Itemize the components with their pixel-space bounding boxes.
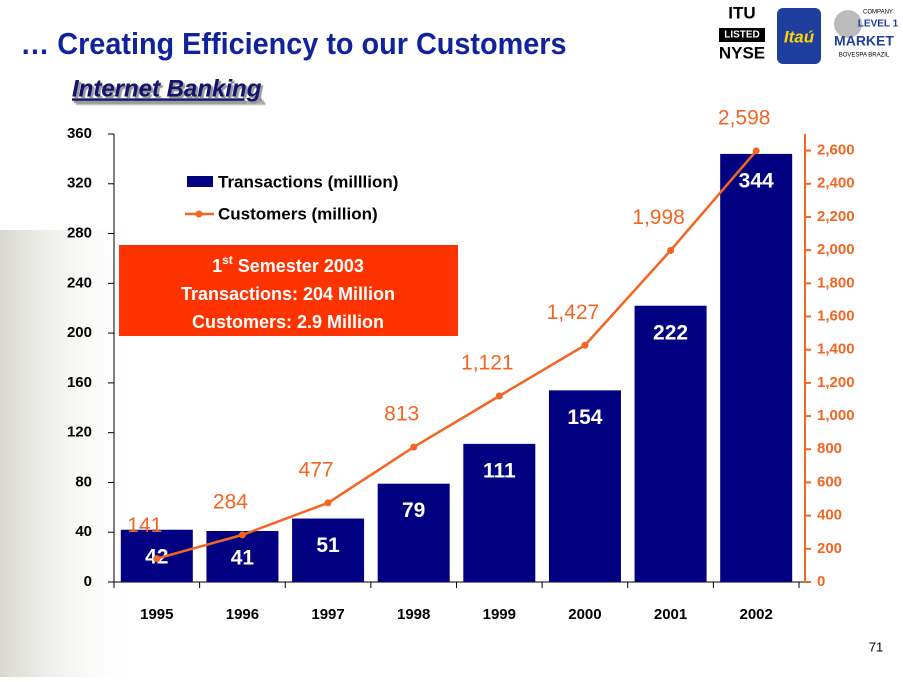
- line-label: 813: [384, 403, 419, 426]
- line-label: 284: [213, 490, 248, 513]
- y2-tick-label: 600: [817, 473, 842, 490]
- line-label: 1,998: [632, 206, 685, 229]
- logo-globe: [834, 10, 862, 38]
- line-point: [324, 499, 332, 507]
- line-point: [238, 531, 246, 539]
- bar-label: 344: [739, 169, 774, 192]
- line-point: [495, 392, 503, 400]
- y2-tick-label: 800: [817, 440, 842, 457]
- annotation-box: [119, 245, 458, 336]
- legend-swatch: [195, 210, 203, 218]
- legend-label: Transactions (milllion): [218, 172, 398, 191]
- y2-tick-label: 1,600: [817, 307, 855, 324]
- y2-tick-label: 1,200: [817, 374, 855, 391]
- logo-box: [719, 28, 765, 42]
- line-label: 141: [127, 514, 162, 537]
- legend-swatch: [187, 176, 213, 187]
- line-label: 2,598: [718, 106, 771, 129]
- y2-tick-label: 2,600: [817, 142, 855, 159]
- x-tick-label: 1997: [311, 606, 344, 623]
- y-tick-label: 0: [84, 573, 92, 590]
- x-tick-label: 2002: [740, 606, 773, 623]
- line: [156, 150, 758, 560]
- y-tick-label: 320: [67, 175, 92, 192]
- bar: [720, 153, 793, 582]
- y2-tick-label: 2,400: [817, 175, 855, 192]
- y-tick-label: 200: [67, 324, 92, 341]
- y2-tick-label: 0: [817, 573, 825, 590]
- y2-tick-label: 1,400: [817, 341, 855, 358]
- bar-label: 154: [567, 406, 602, 429]
- bar-label: 111: [483, 459, 516, 482]
- legend: Transactions (milllion) Customers (millio…: [185, 172, 398, 223]
- line-point: [153, 555, 161, 563]
- logo-text: NYSE: [719, 43, 765, 62]
- logo-text: MARKET: [834, 33, 894, 49]
- y2-tick-label: 1,800: [817, 274, 855, 291]
- bar: [377, 483, 450, 582]
- logo-box: [777, 8, 821, 64]
- y-tick-label: 360: [67, 125, 92, 142]
- y-tick-label: 80: [75, 473, 92, 490]
- legend-label: Customers (million): [218, 204, 378, 223]
- line-point: [752, 147, 760, 155]
- logo-text: COMPANY: [863, 10, 893, 16]
- bar-label: 51: [316, 534, 340, 557]
- x-tick-label: 2001: [654, 606, 687, 623]
- y2-tick-label: 2,200: [817, 208, 855, 225]
- bar: [292, 518, 365, 582]
- y-tick-label: 240: [67, 274, 92, 291]
- annotation-text: st: [222, 253, 233, 267]
- logo-text: LEVEL 1: [858, 19, 899, 30]
- annotation: 1st Semester 2003 Transactions: 204 Millio…: [119, 245, 458, 336]
- bar-label: 222: [653, 321, 688, 344]
- bar-label: 41: [231, 547, 255, 570]
- logos: ITU LISTED NYSE Itaú COMPANY LEVEL 1 MAR…: [719, 3, 899, 64]
- bar-label: 79: [402, 499, 425, 522]
- x-tick-label: 1996: [226, 606, 259, 623]
- annotation-text: Semester 2003: [238, 256, 364, 276]
- y-tick-label: 40: [75, 523, 92, 540]
- y-tick-label: 120: [67, 424, 92, 441]
- line-label: 477: [299, 458, 334, 481]
- annotation-text: 1: [212, 256, 222, 276]
- background-image: [0, 230, 140, 677]
- annotation-text: 1st Semester 2003: [212, 253, 364, 276]
- x-tick-label: 1999: [483, 606, 516, 623]
- y2-tick-label: 200: [817, 540, 842, 557]
- y2-tick-label: 1,000: [817, 407, 855, 424]
- bar: [634, 305, 707, 582]
- logo-text: LISTED: [724, 30, 760, 41]
- x-tick-label: 2000: [568, 606, 601, 623]
- annotation-text: Transactions: 204 Million: [181, 284, 395, 304]
- line-label: 1,427: [547, 301, 600, 324]
- bar: [548, 390, 621, 582]
- line-point: [667, 246, 675, 254]
- line-point: [581, 341, 589, 349]
- y-tick-label: 160: [67, 374, 92, 391]
- bar: [206, 530, 279, 582]
- annotation-text: Customers: 2.9 Million: [192, 312, 384, 332]
- subtitle: Internet Banking: [72, 75, 262, 102]
- y-tick-label: 280: [67, 225, 92, 242]
- line-point: [410, 443, 418, 451]
- y2-tick-label: 400: [817, 507, 842, 524]
- title: … Creating Efficiency to our Customers: [20, 27, 566, 61]
- y2-tick-label: 2,000: [817, 241, 855, 258]
- logo-text: BOVESPA BRAZIL: [839, 53, 890, 59]
- logo-text: Itaú: [784, 27, 815, 46]
- page-number: 71: [869, 639, 883, 654]
- x-tick-label: 1998: [397, 606, 430, 623]
- line-label: 1,121: [461, 352, 514, 375]
- x-tick-label: 1995: [140, 606, 173, 623]
- logo-text: ITU: [728, 3, 755, 22]
- bar: [463, 443, 536, 582]
